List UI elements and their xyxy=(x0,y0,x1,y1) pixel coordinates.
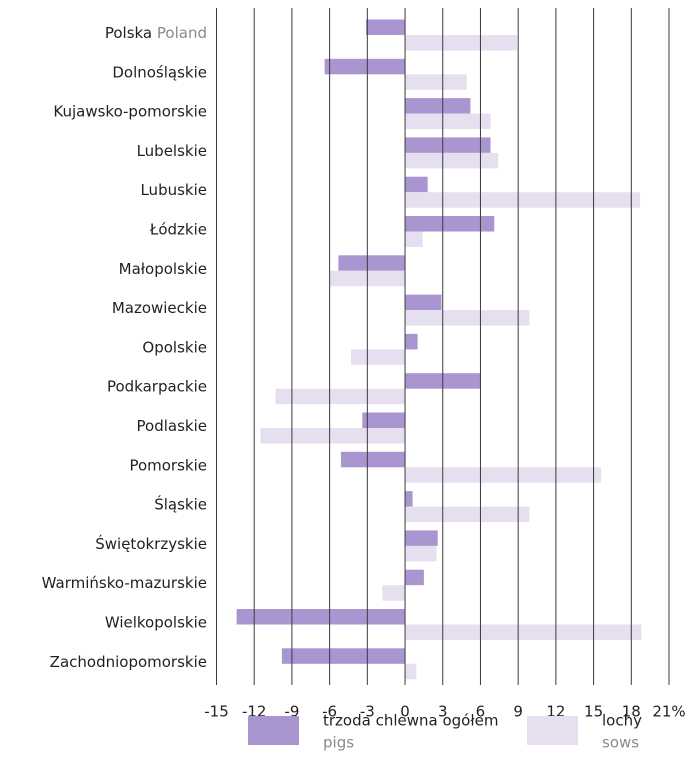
legend-swatch xyxy=(527,716,578,745)
category-name: Wielkopolskie xyxy=(105,613,207,631)
category-name: Lubuskie xyxy=(140,181,207,199)
category-label: Mazowieckie xyxy=(112,299,207,317)
bar xyxy=(350,349,406,365)
category-name: Małopolskie xyxy=(119,259,207,277)
x-tick-label: 21% xyxy=(652,703,685,721)
category-label: Lubuskie xyxy=(140,181,207,199)
bar xyxy=(405,176,428,193)
bar xyxy=(405,35,517,51)
legend-label-en: pigs xyxy=(323,734,354,752)
category-name: Śląskie xyxy=(154,494,207,513)
bar xyxy=(382,585,406,601)
bar xyxy=(275,388,406,405)
category-name: Świętokrzyskie xyxy=(95,533,207,552)
legend-label-en: sows xyxy=(602,734,639,752)
category-name: Warmińsko-mazurskie xyxy=(42,574,207,592)
bar xyxy=(338,255,406,271)
category-name: Opolskie xyxy=(142,338,207,356)
category-name: Łódzkie xyxy=(149,220,207,238)
x-tick-label: 3 xyxy=(438,703,448,721)
category-label: Łódzkie xyxy=(149,220,207,238)
x-tick-label: 6 xyxy=(476,703,486,721)
bar xyxy=(281,648,406,664)
category-label: Dolnośląskie xyxy=(112,63,207,81)
x-tick-label: 18 xyxy=(622,703,641,721)
category-label: Lubelskie xyxy=(137,141,207,159)
category-label: Małopolskie xyxy=(119,259,207,277)
bar xyxy=(260,428,406,444)
category-name: Polska xyxy=(105,24,152,42)
x-tick-label: 15 xyxy=(584,703,603,721)
bar xyxy=(405,137,491,153)
category-name: Pomorskie xyxy=(129,456,207,474)
category-translation: Poland xyxy=(157,24,207,42)
category-name: Zachodniopomorskie xyxy=(50,652,207,670)
bar xyxy=(405,152,499,169)
category-name: Lubelskie xyxy=(137,141,207,159)
bar xyxy=(405,663,417,680)
bar xyxy=(236,609,406,625)
category-label: Polska Poland xyxy=(105,24,207,42)
bar xyxy=(405,231,423,247)
bar xyxy=(405,569,424,586)
category-label: Śląskie xyxy=(154,494,207,513)
category-label: Podlaskie xyxy=(137,417,207,435)
bar xyxy=(405,491,413,507)
bar xyxy=(405,467,602,483)
category-label: Wielkopolskie xyxy=(105,613,207,631)
category-label: Kujawsko-pomorskie xyxy=(53,102,207,120)
category-label: Świętokrzyskie xyxy=(95,533,207,552)
x-tick-label: 9 xyxy=(513,703,523,721)
bar xyxy=(324,58,406,75)
bar xyxy=(405,545,437,562)
category-name: Kujawsko-pomorskie xyxy=(53,102,207,120)
category-name: Mazowieckie xyxy=(112,299,207,317)
bar xyxy=(405,530,438,546)
category-label: Podkarpackie xyxy=(107,377,207,395)
x-tick-label: -15 xyxy=(204,703,229,721)
bar xyxy=(405,74,467,90)
bar xyxy=(405,294,442,311)
bar xyxy=(405,98,471,114)
category-label: Pomorskie xyxy=(129,456,207,474)
category-label: Opolskie xyxy=(142,338,207,356)
category-label: Zachodniopomorskie xyxy=(50,652,207,670)
bar xyxy=(340,451,406,468)
bar xyxy=(405,333,418,350)
bar xyxy=(405,506,530,523)
x-tick-label: 0 xyxy=(400,703,410,721)
legend-label: trzoda chlewna ogółem xyxy=(323,712,498,730)
category-name: Podkarpackie xyxy=(107,377,207,395)
legend-swatch xyxy=(248,716,299,745)
category-name: Dolnośląskie xyxy=(112,63,207,81)
bar xyxy=(405,216,495,232)
bar xyxy=(405,624,642,640)
category-label: Warmińsko-mazurskie xyxy=(42,574,207,592)
bar xyxy=(405,192,641,208)
x-tick-label: -3 xyxy=(360,703,375,721)
bar xyxy=(405,113,491,130)
bar xyxy=(405,310,530,326)
bar xyxy=(362,412,406,428)
x-tick-label: -6 xyxy=(322,703,337,721)
bar xyxy=(366,19,406,35)
category-name: Podlaskie xyxy=(137,417,207,435)
legend-label: lochy xyxy=(602,712,642,730)
